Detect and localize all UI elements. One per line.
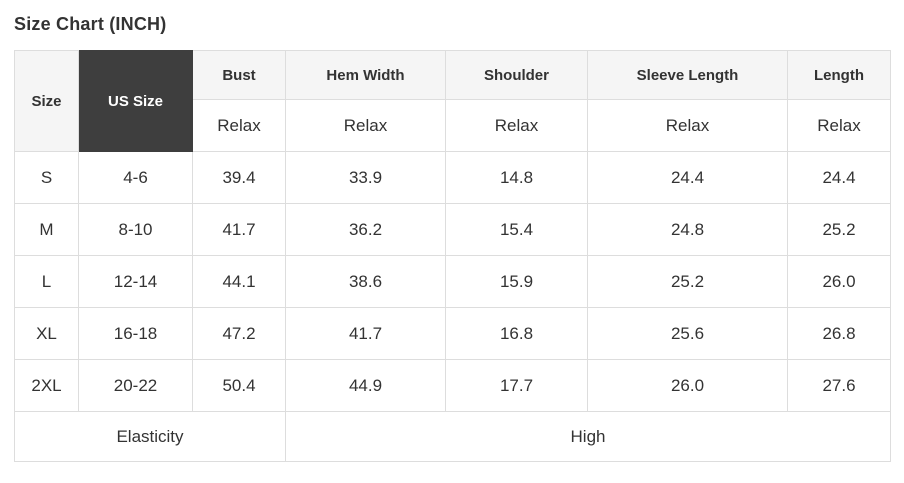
hem-width-value: 33.9: [285, 151, 446, 204]
size-column-header: Size: [14, 50, 79, 152]
elasticity-row: Elasticity High: [14, 411, 891, 462]
shoulder-value: 17.7: [445, 359, 588, 412]
sleeve-length-value: 25.6: [587, 307, 788, 360]
shoulder-value: 14.8: [445, 151, 588, 204]
fit-type-shoulder: Relax: [445, 99, 588, 152]
sleeve-length-value: 24.8: [587, 203, 788, 256]
size-row-m: M 8-10 41.7 36.2 15.4 24.8 25.2: [14, 203, 891, 256]
hem-width-value: 44.9: [285, 359, 446, 412]
size-label: XL: [14, 307, 79, 360]
us-size-value: 16-18: [78, 307, 193, 360]
bust-value: 44.1: [192, 255, 286, 308]
size-label: 2XL: [14, 359, 79, 412]
hem-width-value: 38.6: [285, 255, 446, 308]
sleeve-length-value: 26.0: [587, 359, 788, 412]
us-size-value: 4-6: [78, 151, 193, 204]
size-row-l: L 12-14 44.1 38.6 15.9 25.2 26.0: [14, 255, 891, 308]
shoulder-value: 15.9: [445, 255, 588, 308]
size-row-xl: XL 16-18 47.2 41.7 16.8 25.6 26.8: [14, 307, 891, 360]
size-label: L: [14, 255, 79, 308]
fit-type-sleeve-length: Relax: [587, 99, 788, 152]
column-header-sleeve-length: Sleeve Length: [587, 50, 788, 100]
us-size-column-header: US Size: [78, 50, 193, 152]
hem-width-value: 36.2: [285, 203, 446, 256]
size-label: M: [14, 203, 79, 256]
length-value: 24.4: [787, 151, 891, 204]
length-value: 26.0: [787, 255, 891, 308]
fit-type-bust: Relax: [192, 99, 286, 152]
sleeve-length-value: 24.4: [587, 151, 788, 204]
hem-width-value: 41.7: [285, 307, 446, 360]
column-header-hem-width: Hem Width: [285, 50, 446, 100]
size-chart-title: Size Chart (INCH): [14, 14, 167, 34]
header-row-fit: Relax Relax Relax Relax Relax: [15, 99, 891, 152]
length-value: 26.8: [787, 307, 891, 360]
shoulder-value: 16.8: [445, 307, 588, 360]
fit-type-length: Relax: [787, 99, 891, 152]
header-row-measures: Size US Size Bust Hem Width Shoulder Sle…: [14, 50, 891, 152]
column-header-shoulder: Shoulder: [445, 50, 588, 100]
us-size-value: 20-22: [78, 359, 193, 412]
size-chart-section: Size Chart (INCH) Size US Size Bust Hem …: [14, 14, 891, 462]
us-size-value: 8-10: [78, 203, 193, 256]
bust-value: 50.4: [192, 359, 286, 412]
fit-type-hem-width: Relax: [285, 99, 446, 152]
bust-value: 41.7: [192, 203, 286, 256]
elasticity-value: High: [285, 411, 891, 462]
bust-value: 47.2: [192, 307, 286, 360]
column-header-bust: Bust: [192, 50, 286, 100]
elasticity-label: Elasticity: [14, 411, 286, 462]
size-row-2xl: 2XL 20-22 50.4 44.9 17.7 26.0 27.6: [14, 359, 891, 412]
size-chart-table: Size US Size Bust Hem Width Shoulder Sle…: [14, 50, 891, 462]
sleeve-length-value: 25.2: [587, 255, 788, 308]
bust-value: 39.4: [192, 151, 286, 204]
size-row-s: S 4-6 39.4 33.9 14.8 24.4 24.4: [14, 151, 891, 204]
length-value: 27.6: [787, 359, 891, 412]
us-size-value: 12-14: [78, 255, 193, 308]
column-header-length: Length: [787, 50, 891, 100]
length-value: 25.2: [787, 203, 891, 256]
size-label: S: [14, 151, 79, 204]
shoulder-value: 15.4: [445, 203, 588, 256]
